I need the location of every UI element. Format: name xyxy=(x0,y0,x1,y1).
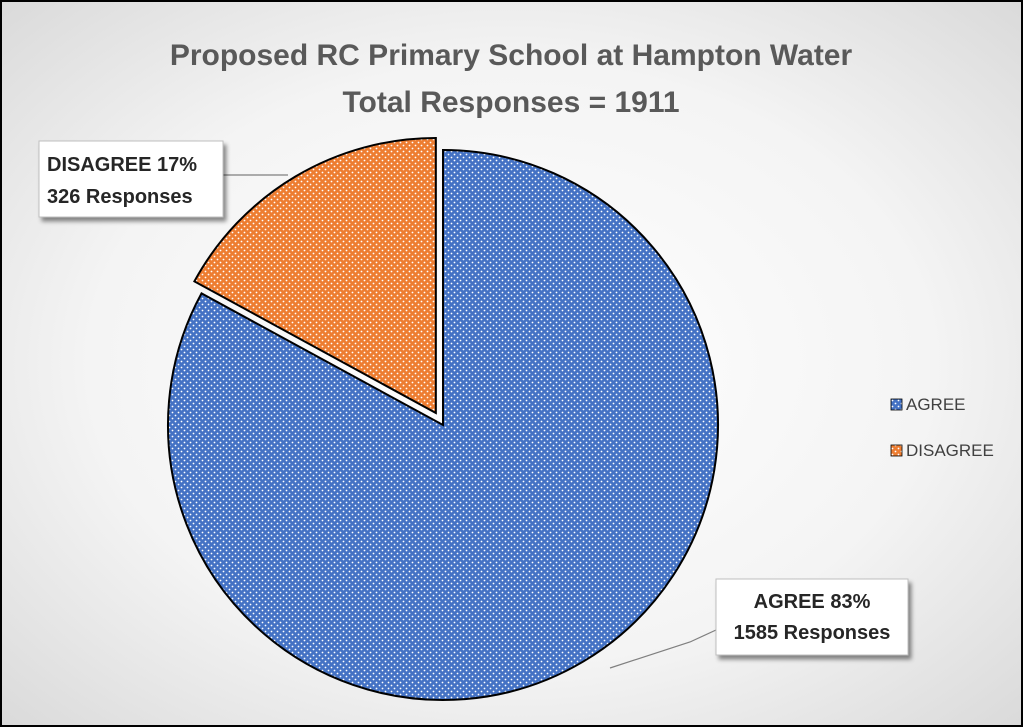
legend-item-disagree: DISAGREE xyxy=(890,441,994,460)
legend-label-disagree: DISAGREE xyxy=(906,441,994,460)
data-label-disagree-line2: 326 Responses xyxy=(47,186,193,208)
chart-title: Proposed RC Primary School at Hampton Wa… xyxy=(170,39,853,72)
data-label-agree: AGREE 83% 1585 Responses xyxy=(715,578,909,656)
data-label-agree-line2: 1585 Responses xyxy=(734,622,891,644)
legend-label-agree: AGREE xyxy=(906,395,966,414)
leader-line-agree xyxy=(609,629,717,669)
legend-swatch-disagree xyxy=(890,444,903,457)
legend: AGREE DISAGREE xyxy=(890,395,994,460)
pie-slice-agree xyxy=(167,148,719,701)
legend-item-agree: AGREE xyxy=(890,395,966,414)
pie-slice-disagree xyxy=(193,136,437,415)
data-label-agree-line1: AGREE 83% xyxy=(754,591,871,613)
data-label-disagree-line1: DISAGREE 17% xyxy=(47,154,197,176)
chart-subtitle: Total Responses = 1911 xyxy=(342,86,679,119)
legend-swatch-agree xyxy=(890,398,903,411)
data-label-disagree: DISAGREE 17% 326 Responses xyxy=(38,140,224,218)
